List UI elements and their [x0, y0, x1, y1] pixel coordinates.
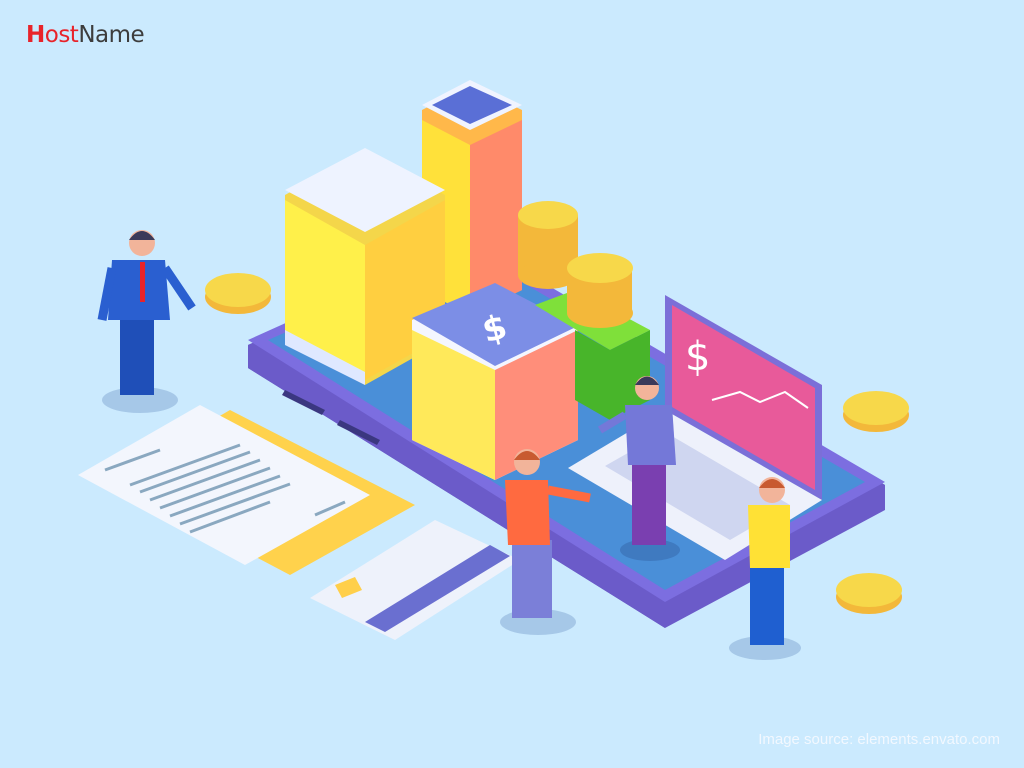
credit-card	[310, 520, 520, 640]
image-source-credit: Image source: elements.envato.com	[758, 731, 1000, 748]
coin	[205, 273, 271, 314]
document	[78, 405, 415, 575]
person-yellow-shirt	[729, 477, 801, 660]
logo-text-dark: Name	[78, 22, 145, 48]
person-orange-shirt	[500, 449, 591, 635]
businessman-center	[597, 376, 680, 561]
logo-text-accent: ost	[44, 22, 79, 48]
laptop-dollar-sign: $	[685, 334, 710, 380]
coin	[836, 573, 902, 614]
bank-building: $	[412, 283, 578, 480]
logo-person-h: H	[26, 22, 45, 48]
coin-stack	[567, 253, 633, 328]
coin-stack	[518, 201, 578, 289]
businessman-left	[97, 230, 196, 413]
coin	[843, 391, 909, 432]
twin-building	[285, 148, 445, 385]
coins	[205, 201, 909, 614]
